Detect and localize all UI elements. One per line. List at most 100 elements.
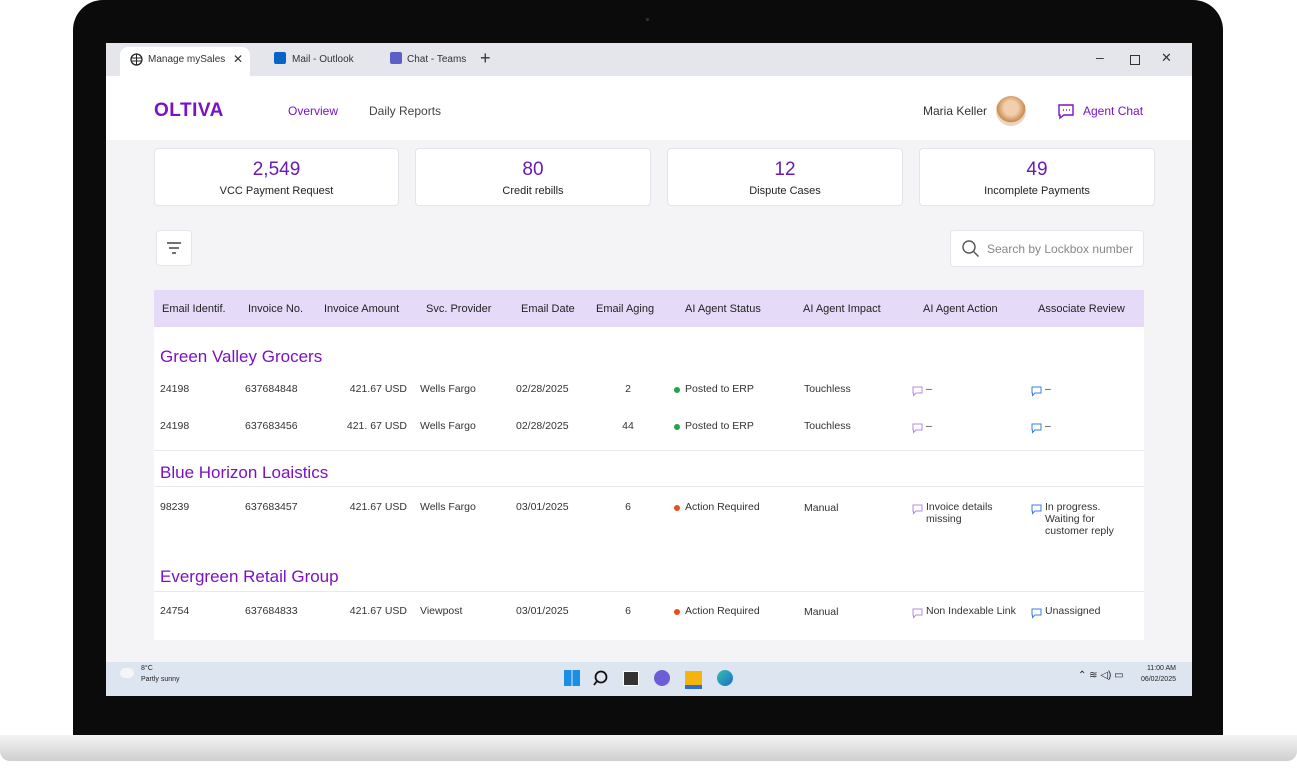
comment-icon — [1031, 502, 1042, 520]
cell-aging: 6 — [625, 501, 631, 513]
cell-aging: 2 — [625, 383, 631, 395]
stat-label: Incomplete Payments — [984, 185, 1090, 197]
cell-review: In progress. Waiting for customer reply — [1045, 501, 1114, 537]
row-divider — [154, 486, 1144, 487]
stat-label: VCC Payment Request — [219, 185, 334, 197]
table-cell: 98239 — [160, 501, 190, 513]
stat-card[interactable]: 80 Credit rebills — [415, 148, 651, 206]
globe-icon — [130, 53, 143, 66]
new-tab[interactable]: + — [480, 48, 491, 68]
comment-icon — [912, 502, 923, 520]
clock-time: 11:00 AM — [1146, 665, 1176, 672]
cell-action: – — [926, 420, 932, 432]
search-taskbar[interactable] — [593, 669, 611, 687]
status-dot — [674, 609, 680, 615]
comment-icon — [912, 606, 923, 624]
column-header: Invoice No. — [248, 303, 304, 315]
stat-value: 49 — [1026, 159, 1048, 180]
column-header: Svc. Provider — [426, 303, 492, 315]
column-header: AI Agent Action — [923, 303, 998, 315]
agent-chat[interactable]: Agent Chat — [1083, 104, 1144, 118]
table-cell: 02/28/2025 — [516, 420, 569, 432]
comment-icon — [1031, 606, 1042, 624]
tab-title[interactable]: Manage mySales — [148, 54, 226, 65]
table-cell: 637683457 — [245, 501, 298, 513]
weather-icon — [120, 668, 134, 678]
filter-button[interactable] — [156, 230, 192, 266]
table-cell: 637684833 — [245, 605, 298, 617]
stat-value: 12 — [774, 159, 796, 180]
nav-link[interactable]: Daily Reports — [369, 104, 442, 118]
cell-amount: 421.67 USD — [349, 501, 407, 513]
table-cell: Touchless — [804, 420, 851, 432]
clock-date: 06/02/2025 — [1140, 676, 1176, 683]
close-tab[interactable]: ✕ — [233, 52, 244, 66]
table-cell: 02/28/2025 — [516, 383, 569, 395]
chat-app[interactable] — [654, 670, 670, 686]
table-cell: 24754 — [160, 605, 190, 617]
stat-card[interactable]: 12 Dispute Cases — [667, 148, 903, 206]
outlook-icon — [274, 52, 286, 64]
cell-status: Posted to ERP — [685, 383, 754, 395]
temperature: 8°C — [141, 665, 153, 672]
maximize[interactable] — [1130, 55, 1140, 65]
tab-bar: Manage mySales ✕ Mail - Outlook Chat - T… — [106, 43, 1192, 76]
user-name: Maria Keller — [923, 104, 988, 118]
cell-review: Unassigned — [1045, 605, 1101, 617]
start-button[interactable] — [564, 670, 580, 686]
row-divider — [154, 450, 1144, 451]
cell-aging: 44 — [622, 420, 634, 432]
avatar[interactable] — [996, 96, 1026, 126]
tray-icons[interactable]: ⌃ ≋ ◁) ▭ — [1078, 670, 1124, 681]
table-cell: Wells Fargo — [420, 501, 476, 513]
task-view[interactable] — [623, 671, 639, 686]
table-cell: Wells Fargo — [420, 383, 476, 395]
tab-title[interactable]: Mail - Outlook — [292, 54, 354, 65]
table-cell: 24198 — [160, 383, 190, 395]
comment-icon — [912, 384, 923, 402]
table-body: Green Valley Grocers 24198 637684848 421.67… — [154, 327, 1144, 684]
logo[interactable]: OLTIVA — [154, 100, 224, 121]
stat-label: Dispute Cases — [749, 185, 821, 197]
status-dot — [674, 505, 680, 511]
table-header: Email Identif. Invoice No. Invoice Amount S… — [154, 290, 1144, 327]
column-header: Invoice Amount — [324, 303, 400, 315]
table-cell: Wells Fargo — [420, 420, 476, 432]
cell-status: Action Required — [685, 501, 760, 513]
comment-icon — [912, 421, 923, 439]
column-header: Associate Review — [1038, 303, 1125, 315]
cell-aging: 6 — [625, 605, 631, 617]
edge[interactable] — [717, 670, 733, 686]
close-window[interactable]: ✕ — [1161, 50, 1172, 65]
cell-status: Action Required — [685, 605, 760, 617]
status-dot — [674, 387, 680, 393]
cell-action: Non Indexable Link — [926, 605, 1016, 617]
table-cell: Manual — [804, 606, 839, 618]
camera — [646, 18, 649, 21]
stat-card[interactable]: 2,549 VCC Payment Request — [154, 148, 399, 206]
cell-action: – — [926, 383, 932, 395]
column-header: AI Agent Impact — [803, 303, 881, 315]
cell-action: Invoice details missing — [926, 501, 993, 525]
cell-status: Posted to ERP — [685, 420, 754, 432]
search-box[interactable]: Search by Lockbox number — [950, 230, 1144, 267]
column-header: Email Date — [521, 303, 575, 315]
group-title: Green Valley Grocers — [160, 347, 323, 366]
screen: Manage mySales ✕ Mail - Outlook Chat - T… — [106, 43, 1192, 696]
stat-card[interactable]: 49 Incomplete Payments — [919, 148, 1155, 206]
table-cell: 03/01/2025 — [516, 605, 569, 617]
stat-label: Credit rebills — [502, 185, 564, 197]
cell-review: – — [1045, 383, 1051, 395]
stat-value: 80 — [522, 159, 544, 180]
table-cell: 03/01/2025 — [516, 501, 569, 513]
table-cell: Manual — [804, 502, 839, 514]
group-title: Evergreen Retail Group — [160, 567, 339, 586]
tab-title[interactable]: Chat - Teams — [407, 54, 467, 65]
nav-link[interactable]: Overview — [288, 104, 339, 118]
row-divider — [154, 591, 1144, 592]
column-header: AI Agent Status — [685, 303, 761, 315]
minimize[interactable]: – — [1096, 49, 1104, 65]
laptop-base — [0, 735, 1297, 761]
file-explorer[interactable] — [685, 671, 702, 689]
